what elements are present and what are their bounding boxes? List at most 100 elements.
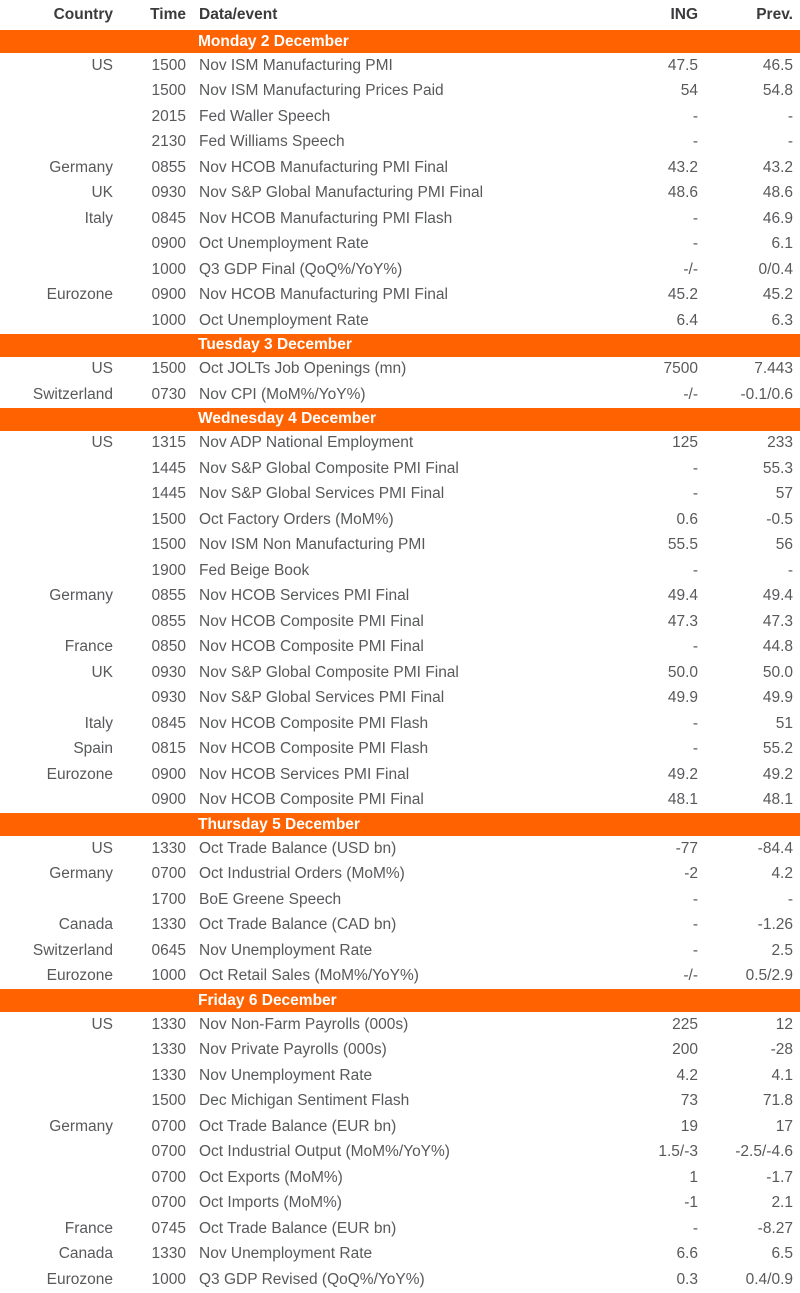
time-cell: 0900 bbox=[151, 286, 186, 304]
event-cell: Nov S&P Global Services PMI Final bbox=[199, 689, 445, 707]
country-cell bbox=[0, 482, 118, 508]
event-cell: Dec Michigan Sentiment Flash bbox=[199, 1092, 410, 1110]
event-row: US 1330 Oct Trade Balance (USD bn) -77 -84.4 bbox=[0, 836, 800, 862]
ing-forecast-cell: 55.5 bbox=[667, 536, 698, 554]
event-cell: Nov ISM Manufacturing PMI bbox=[199, 56, 393, 74]
ing-forecast-cell: 19 bbox=[680, 1117, 698, 1135]
event-cell: Oct JOLTs Job Openings (mn) bbox=[199, 360, 407, 378]
ing-forecast-cell: 1 bbox=[689, 1168, 698, 1186]
event-cell: Oct Industrial Orders (MoM%) bbox=[199, 865, 405, 883]
time-cell: 1330 bbox=[151, 839, 186, 857]
previous-value-cell: 56 bbox=[775, 536, 793, 554]
time-cell: 1500 bbox=[151, 536, 186, 554]
ing-forecast-cell: - bbox=[692, 941, 698, 959]
time-cell: 1500 bbox=[151, 360, 186, 378]
event-row: France 0850 Nov HCOB Composite PMI Final - 4… bbox=[0, 635, 800, 661]
country-cell: US bbox=[91, 360, 113, 378]
previous-value-cell: -0.1/0.6 bbox=[740, 385, 793, 403]
previous-value-cell: 0.4/0.9 bbox=[745, 1270, 793, 1288]
time-cell: 2015 bbox=[151, 107, 186, 125]
event-row: 1330 Nov Private Payrolls (000s) 200 -28 bbox=[0, 1038, 800, 1064]
event-row: US 1500 Oct JOLTs Job Openings (mn) 7500 7.4… bbox=[0, 357, 800, 383]
event-row: 1445 Nov S&P Global Services PMI Final - 57 bbox=[0, 482, 800, 508]
time-cell: 1900 bbox=[151, 561, 186, 579]
country-cell: France bbox=[64, 638, 113, 656]
event-cell: Oct Trade Balance (USD bn) bbox=[199, 839, 397, 857]
country-cell bbox=[0, 232, 118, 258]
ing-forecast-cell: - bbox=[692, 1219, 698, 1237]
time-cell: 2130 bbox=[151, 133, 186, 151]
table-header-row: Country Time Data/event ING Prev. bbox=[0, 0, 800, 30]
event-cell: Nov HCOB Composite PMI Flash bbox=[199, 714, 429, 732]
day-section-title: Tuesday 3 December bbox=[0, 333, 800, 357]
event-cell: Nov S&P Global Composite PMI Final bbox=[199, 663, 459, 681]
event-cell: Oct Unemployment Rate bbox=[199, 235, 369, 253]
previous-value-cell: 45.2 bbox=[762, 286, 793, 304]
ing-forecast-cell: 43.2 bbox=[667, 158, 698, 176]
column-header-time: Time bbox=[150, 6, 186, 23]
ing-forecast-cell: - bbox=[692, 459, 698, 477]
previous-value-cell: 2.5 bbox=[771, 941, 793, 959]
event-row: 1700 BoE Greene Speech - - bbox=[0, 887, 800, 913]
country-cell bbox=[0, 788, 118, 814]
previous-value-cell: 50.0 bbox=[762, 663, 793, 681]
previous-value-cell: 12 bbox=[775, 1015, 793, 1033]
event-cell: Fed Waller Speech bbox=[199, 107, 331, 125]
previous-value-cell: 54.8 bbox=[762, 82, 793, 100]
column-header-country: Country bbox=[53, 6, 113, 23]
event-cell: Nov Unemployment Rate bbox=[199, 1245, 373, 1263]
event-cell: Nov HCOB Manufacturing PMI Final bbox=[199, 158, 448, 176]
ing-forecast-cell: - bbox=[692, 209, 698, 227]
country-cell: Eurozone bbox=[46, 967, 113, 985]
event-row: 0700 Oct Imports (MoM%) -1 2.1 bbox=[0, 1191, 800, 1217]
column-header-ing: ING bbox=[670, 6, 698, 23]
event-row: 0700 Oct Industrial Output (MoM%/YoY%) 1.5… bbox=[0, 1140, 800, 1166]
column-header-prev: Prev. bbox=[756, 6, 793, 23]
previous-value-cell: 43.2 bbox=[762, 158, 793, 176]
country-cell bbox=[0, 1038, 118, 1064]
event-cell: Oct Factory Orders (MoM%) bbox=[199, 510, 394, 528]
previous-value-cell: 57 bbox=[775, 485, 793, 503]
time-cell: 1315 bbox=[151, 434, 186, 452]
event-row: US 1315 Nov ADP National Employment 125 233 bbox=[0, 431, 800, 457]
event-row: 0855 Nov HCOB Composite PMI Final 47.3 47.3 bbox=[0, 609, 800, 635]
event-row: UK 0930 Nov S&P Global Composite PMI Final… bbox=[0, 660, 800, 686]
previous-value-cell: 6.5 bbox=[771, 1245, 793, 1263]
event-cell: Q3 GDP Final (QoQ%/YoY%) bbox=[199, 260, 403, 278]
ing-forecast-cell: 47.3 bbox=[667, 612, 698, 630]
country-cell bbox=[0, 1140, 118, 1166]
time-cell: 1330 bbox=[151, 1245, 186, 1263]
ing-forecast-cell: -/- bbox=[683, 260, 698, 278]
ing-forecast-cell: 50.0 bbox=[667, 663, 698, 681]
previous-value-cell: 46.9 bbox=[762, 209, 793, 227]
ing-forecast-cell: 6.6 bbox=[676, 1245, 698, 1263]
event-cell: Oct Exports (MoM%) bbox=[199, 1168, 343, 1186]
country-cell: Germany bbox=[49, 865, 113, 883]
calendar-body: Monday 2 December US 1500 Nov ISM Manufactu… bbox=[0, 30, 800, 1293]
event-row: Eurozone 1000 Oct Retail Sales (MoM%/YoY%)… bbox=[0, 964, 800, 990]
time-cell: 0700 bbox=[151, 1194, 186, 1212]
event-row: Germany 0700 Oct Industrial Orders (MoM%) -… bbox=[0, 862, 800, 888]
time-cell: 0700 bbox=[151, 1143, 186, 1161]
time-cell: 1500 bbox=[151, 82, 186, 100]
event-cell: Oct Retail Sales (MoM%/YoY%) bbox=[199, 967, 419, 985]
event-row: 1000 Q3 GDP Final (QoQ%/YoY%) -/- 0/0.4 bbox=[0, 257, 800, 283]
previous-value-cell: 4.2 bbox=[771, 865, 793, 883]
event-cell: Nov ISM Non Manufacturing PMI bbox=[199, 536, 426, 554]
event-cell: Nov HCOB Composite PMI Final bbox=[199, 638, 424, 656]
time-cell: 1000 bbox=[151, 260, 186, 278]
event-row: Germany 0855 Nov HCOB Services PMI Final 49… bbox=[0, 584, 800, 610]
event-row: Germany 0700 Oct Trade Balance (EUR bn) 19 1… bbox=[0, 1114, 800, 1140]
event-row: Italy 0845 Nov HCOB Composite PMI Flash - 51 bbox=[0, 711, 800, 737]
previous-value-cell: 7.443 bbox=[754, 360, 793, 378]
country-cell bbox=[0, 308, 118, 334]
country-cell bbox=[0, 533, 118, 559]
ing-forecast-cell: 49.9 bbox=[667, 689, 698, 707]
country-cell bbox=[0, 1089, 118, 1115]
time-cell: 1700 bbox=[151, 890, 186, 908]
previous-value-cell: 0.5/2.9 bbox=[745, 967, 793, 985]
event-cell: Nov HCOB Manufacturing PMI Final bbox=[199, 286, 448, 304]
country-cell: Canada bbox=[58, 1245, 113, 1263]
time-cell: 1500 bbox=[151, 510, 186, 528]
country-cell: US bbox=[91, 839, 113, 857]
